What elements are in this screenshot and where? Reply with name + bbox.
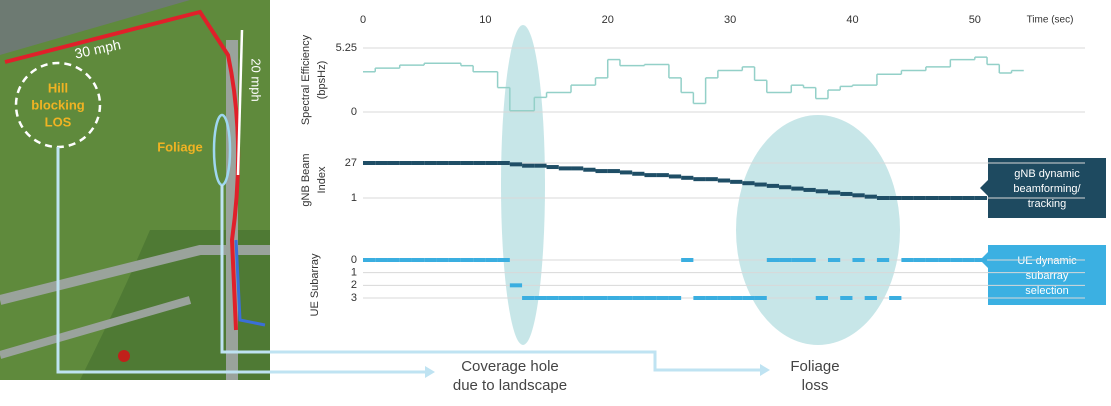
callout-text: gNB dynamic xyxy=(1014,168,1080,180)
callout-text: tracking xyxy=(1028,198,1067,210)
y-tick-label: 1 xyxy=(351,267,357,279)
x-tick-label: 0 xyxy=(360,14,366,26)
y-axis-title: Spectral Efficiency xyxy=(300,34,312,125)
annotation: due to landscape xyxy=(453,377,567,394)
y-tick-label: 27 xyxy=(345,157,357,169)
y-axis-title: UE Subarray xyxy=(309,253,321,316)
x-tick-label: 20 xyxy=(602,14,614,26)
callout-text: selection xyxy=(1025,285,1068,297)
hill-label: blocking xyxy=(31,97,85,112)
annotation: loss xyxy=(802,377,829,394)
x-tick-label: 10 xyxy=(479,14,491,26)
speed-label: 20 mph xyxy=(249,58,264,101)
y-tick-label: 2 xyxy=(351,279,357,291)
callout-text: beamforming/ xyxy=(1013,183,1081,195)
x-tick-label: 50 xyxy=(969,14,981,26)
callout-text: subarray xyxy=(1026,270,1069,282)
vehicle-marker xyxy=(118,350,130,362)
x-tick-label: 40 xyxy=(846,14,858,26)
arrow-head xyxy=(425,366,435,378)
y-tick-label: 5.25 xyxy=(336,42,357,54)
y-axis-title: (bpsHz) xyxy=(316,61,328,100)
annotation: Foliage xyxy=(790,358,839,375)
figure: 30 mph 20 mph Hill blocking LOS Foliage … xyxy=(0,0,1111,401)
y-axis-title: Index xyxy=(316,166,328,193)
highlight-ellipse xyxy=(736,115,900,345)
arrow-head xyxy=(760,364,770,376)
hill-label: Hill xyxy=(48,80,68,95)
hill-label: LOS xyxy=(45,114,72,129)
x-tick-label: 30 xyxy=(724,14,736,26)
callout-text: UE dynamic xyxy=(1017,255,1077,267)
y-tick-label: 0 xyxy=(351,254,357,266)
x-axis-title: Time (sec) xyxy=(1027,15,1074,26)
y-tick-label: 0 xyxy=(351,106,357,118)
annotation: Coverage hole xyxy=(461,358,559,375)
y-tick-label: 1 xyxy=(351,192,357,204)
aerial-map: 30 mph 20 mph Hill blocking LOS Foliage xyxy=(0,0,270,380)
connector xyxy=(222,185,760,370)
y-tick-label: 3 xyxy=(351,292,357,304)
foliage-label: Foliage xyxy=(157,139,203,154)
y-axis-title: gNB Beam xyxy=(300,153,312,206)
